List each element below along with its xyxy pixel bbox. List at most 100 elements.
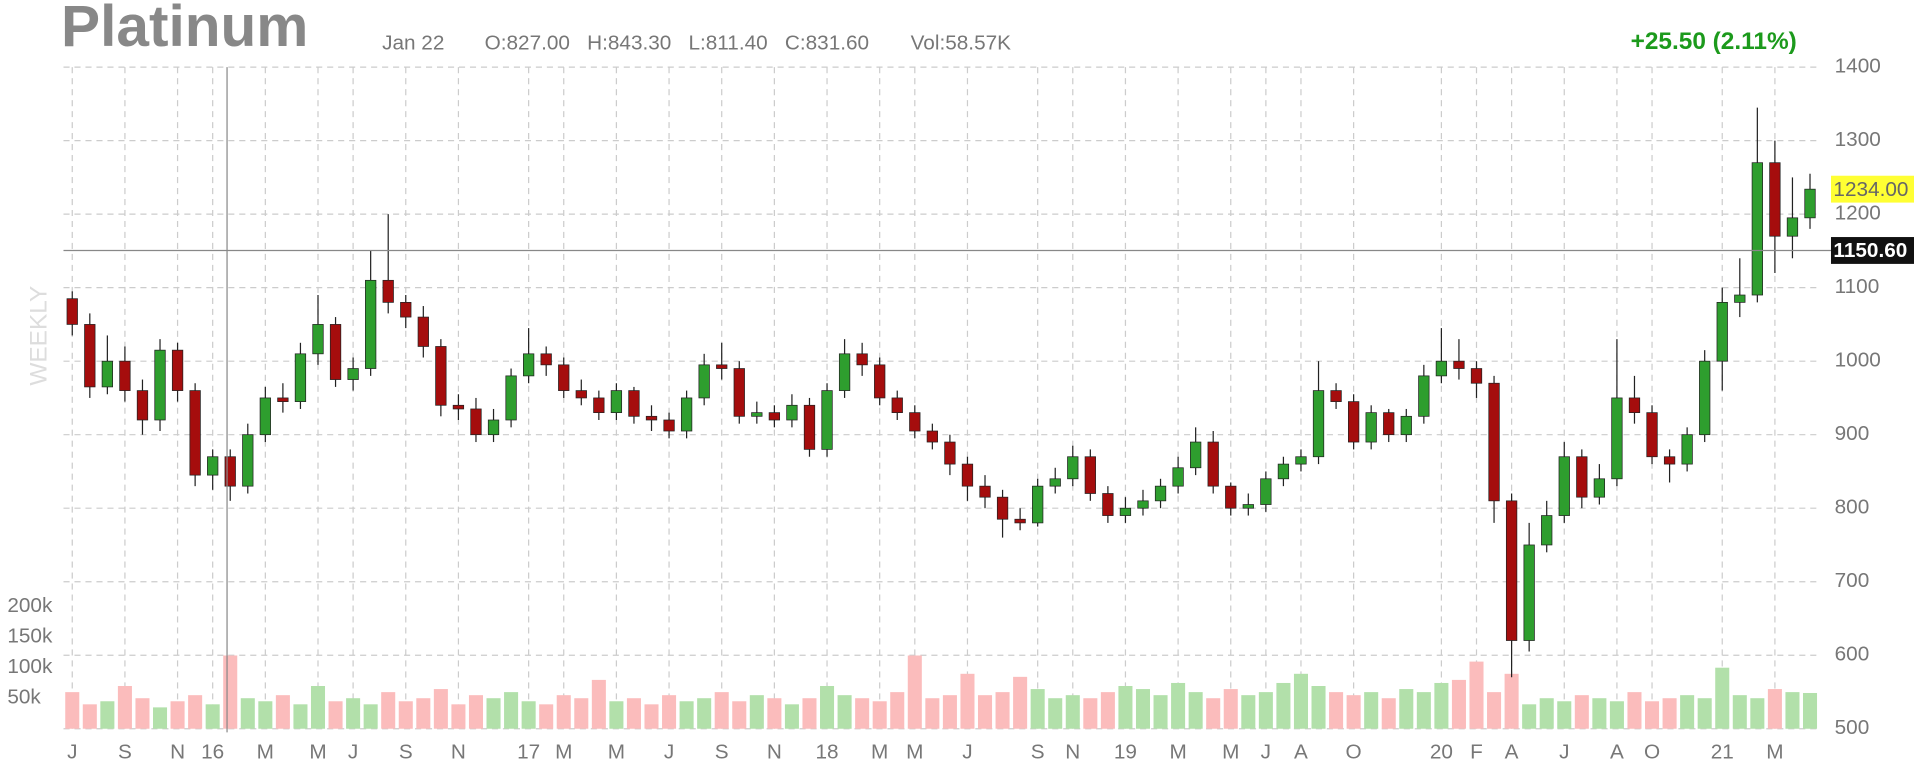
volume-bar <box>1276 682 1291 729</box>
volume-bar <box>837 695 852 729</box>
volume-bar <box>117 686 132 729</box>
candle-body <box>593 397 605 414</box>
candle-body <box>1804 188 1816 219</box>
volume-bar <box>1662 698 1677 729</box>
candle-body <box>1347 401 1360 443</box>
date-info: Jan 22 <box>382 31 444 54</box>
candle-body <box>1295 456 1307 465</box>
x-tick-label: O <box>1644 741 1660 764</box>
y-tick-label: 700 <box>1835 569 1870 592</box>
y-tick-label: 900 <box>1835 422 1870 445</box>
volume-bar <box>820 686 835 729</box>
volume-bar <box>556 695 571 729</box>
volume-bar <box>539 704 554 729</box>
candle-body <box>171 349 184 391</box>
candle-body <box>698 364 710 399</box>
y-tick-label: 1000 <box>1835 349 1881 372</box>
candle-body <box>944 441 956 465</box>
x-tick-label: S <box>399 741 413 764</box>
candle-body <box>417 316 429 347</box>
candle-body <box>1505 500 1518 641</box>
volume-bar <box>626 698 641 729</box>
candle-body <box>1663 456 1676 465</box>
volume-bar <box>890 692 905 729</box>
x-tick-label: M <box>1169 741 1186 764</box>
candle-body <box>189 390 201 476</box>
volume-bar <box>1574 695 1589 729</box>
volume-bar <box>802 698 817 729</box>
volume-bar <box>1293 673 1308 729</box>
candle-body <box>716 364 728 369</box>
close-info: C:831.60 <box>785 31 869 54</box>
volume-bar <box>591 679 606 729</box>
x-tick-label: 16 <box>201 741 224 764</box>
candle-body <box>242 434 254 487</box>
volume-bar <box>1557 701 1572 729</box>
candle-body <box>1418 375 1430 417</box>
chart-title: Platinum <box>61 0 308 59</box>
x-tick-label: S <box>1031 741 1045 764</box>
x-tick-label: A <box>1294 741 1308 764</box>
candle-body <box>487 419 500 436</box>
x-tick-label: A <box>1610 741 1624 764</box>
candle-body <box>1734 294 1746 303</box>
candle-body <box>1365 412 1377 443</box>
candle-body <box>540 353 552 366</box>
candle-body <box>329 324 342 380</box>
candle-body <box>979 485 991 498</box>
candle-body <box>470 408 482 436</box>
volume-bar <box>170 701 185 729</box>
volume-bar <box>1469 661 1484 729</box>
candle-body <box>1558 456 1570 516</box>
candle-body <box>680 397 693 432</box>
candle-body <box>1242 504 1254 509</box>
candle-body <box>838 353 851 391</box>
candle-body <box>1119 507 1132 516</box>
candle-body <box>1312 390 1325 458</box>
volume-bar <box>1311 686 1326 729</box>
candle-body <box>1699 360 1711 436</box>
volume-bar <box>697 698 712 729</box>
volume-bar <box>1329 692 1344 729</box>
volume-bar <box>293 704 308 729</box>
candle-body <box>1154 485 1167 502</box>
candle-body <box>1628 397 1641 414</box>
volume-info: Vol:58.57K <box>911 31 1012 54</box>
volume-bar <box>1434 682 1449 729</box>
x-tick-label: F <box>1470 741 1483 764</box>
x-tick-label: O <box>1346 741 1362 764</box>
candle-body <box>751 412 763 417</box>
candle-body <box>400 302 412 318</box>
volume-bar <box>82 704 97 729</box>
candle-body <box>154 349 166 421</box>
candle-body <box>1681 434 1693 465</box>
volume-tick-label: 200k <box>7 594 53 617</box>
crosshair-price-label: 1150.60 <box>1833 239 1907 262</box>
volume-bar <box>486 698 501 729</box>
candle-body <box>1032 485 1044 524</box>
y-tick-label: 1300 <box>1835 128 1881 151</box>
x-tick-label: N <box>767 741 782 764</box>
candle-body <box>136 390 149 421</box>
candle-body <box>558 364 570 391</box>
volume-bar <box>1048 698 1063 729</box>
candle-body <box>1330 390 1342 402</box>
y-tick-label: 800 <box>1835 496 1870 519</box>
candle-body <box>365 279 377 369</box>
candle-body <box>1611 397 1623 480</box>
candle-body <box>1190 441 1202 469</box>
volume-tick-label: 150k <box>7 625 53 648</box>
volume-bar <box>398 701 413 729</box>
volume-bar <box>152 707 168 729</box>
x-tick-label: J <box>67 741 77 764</box>
volume-bar <box>205 704 220 729</box>
volume-bar <box>1627 692 1642 729</box>
volume-bar <box>1609 701 1624 729</box>
volume-bar <box>1451 679 1466 729</box>
volume-bar <box>784 704 799 729</box>
period-watermark: WEEKLY <box>26 286 53 386</box>
y-tick-label: 1100 <box>1835 275 1880 298</box>
volume-bar <box>907 655 922 729</box>
candle-body <box>768 412 781 421</box>
candle-body <box>523 353 535 377</box>
